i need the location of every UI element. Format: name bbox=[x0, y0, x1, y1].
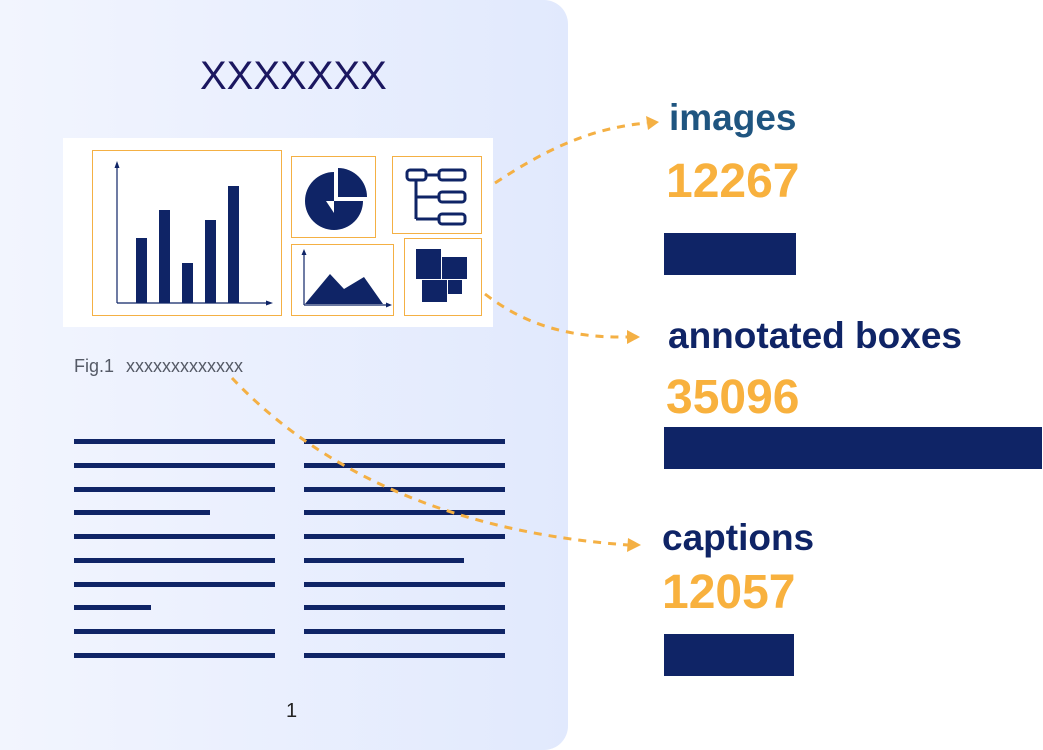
stat-bar-captions bbox=[664, 634, 794, 676]
text-line bbox=[74, 558, 275, 563]
stat-bar-images bbox=[664, 233, 796, 275]
text-line bbox=[74, 487, 275, 492]
area-chart-icon bbox=[301, 249, 392, 308]
text-line bbox=[74, 629, 275, 634]
bar-chart-icon bbox=[114, 161, 273, 306]
text-line bbox=[304, 629, 505, 634]
text-line bbox=[304, 582, 505, 587]
stat-value-annotated-boxes: 35096 bbox=[666, 371, 800, 424]
document-title: XXXXXXX bbox=[200, 54, 387, 98]
text-line bbox=[304, 487, 505, 492]
images-arrowhead bbox=[646, 116, 659, 130]
pie-chart-icon bbox=[305, 168, 367, 230]
stat-label-captions: captions bbox=[662, 517, 815, 558]
text-line bbox=[74, 653, 275, 658]
stat-value-images: 12267 bbox=[666, 155, 800, 208]
stat-label-annotated-boxes: annotated boxes bbox=[668, 315, 962, 356]
caption-label: Fig.1 bbox=[74, 356, 115, 376]
tiles-icon bbox=[416, 249, 467, 302]
text-line bbox=[304, 558, 464, 563]
pie-chart-box bbox=[291, 156, 376, 238]
text-line bbox=[304, 653, 505, 658]
bar-chart-box bbox=[92, 150, 282, 316]
text-line bbox=[74, 582, 275, 587]
page-number: 1 bbox=[286, 700, 298, 722]
stat-bar-annotated-boxes bbox=[664, 427, 1042, 469]
captions-arrowhead bbox=[627, 538, 641, 552]
stat-value-captions: 12057 bbox=[662, 566, 796, 619]
flowchart-box bbox=[392, 156, 482, 234]
text-line bbox=[74, 463, 275, 468]
area-chart-box bbox=[291, 244, 394, 316]
figure-area bbox=[63, 138, 493, 327]
tiles-box bbox=[404, 238, 482, 316]
text-line bbox=[74, 534, 275, 539]
text-line bbox=[304, 463, 505, 468]
text-line bbox=[304, 510, 505, 515]
document-page: XXXXXXX bbox=[0, 0, 568, 750]
flowchart-icon bbox=[405, 168, 467, 226]
text-line bbox=[74, 510, 210, 515]
text-line bbox=[304, 534, 505, 539]
stat-label-images: images bbox=[669, 97, 797, 138]
text-line bbox=[74, 605, 151, 610]
text-line bbox=[304, 439, 505, 444]
caption-text: xxxxxxxxxxxxx bbox=[126, 356, 244, 376]
figure-caption: Fig.1 xxxxxxxxxxxxx bbox=[74, 356, 243, 377]
text-line bbox=[304, 605, 505, 610]
boxes-arrowhead bbox=[627, 330, 640, 344]
text-line bbox=[74, 439, 275, 444]
